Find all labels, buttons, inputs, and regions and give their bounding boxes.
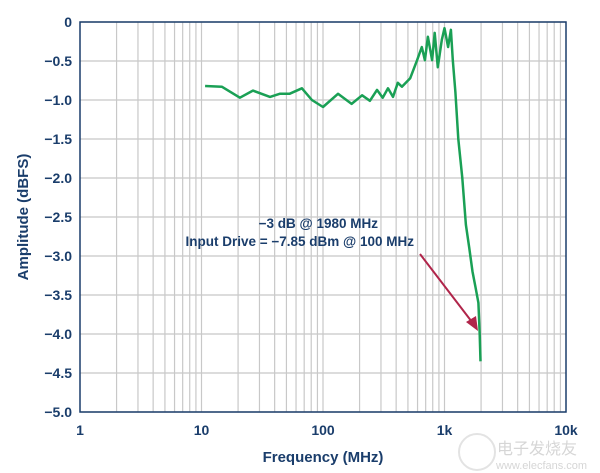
annotation-3db: −3 dB @ 1980 MHz xyxy=(259,216,379,231)
y-tick-label: −3.0 xyxy=(44,248,72,264)
y-tick-label: −4.5 xyxy=(44,365,72,381)
y-tick-label: −0.5 xyxy=(44,53,72,69)
x-tick-label: 1 xyxy=(76,422,84,438)
plot-frame xyxy=(79,21,567,413)
y-tick-label: −2.5 xyxy=(44,209,72,225)
annotation-arrowhead xyxy=(466,316,478,331)
x-tick-label: 100 xyxy=(311,422,335,438)
x-tick-label: 10 xyxy=(194,422,210,438)
x-axis-label: Frequency (MHz) xyxy=(263,449,384,466)
x-tick-label: 10k xyxy=(554,422,578,438)
y-tick-label: −2.0 xyxy=(44,170,72,186)
y-tick-label: −1.0 xyxy=(44,92,72,108)
y-tick-label: −3.5 xyxy=(44,287,72,303)
y-tick-label: 0 xyxy=(64,14,72,30)
x-tick-label: 1k xyxy=(437,422,453,438)
watermark-cn: 电子发烧友 xyxy=(497,440,577,458)
y-tick-label: −4.0 xyxy=(44,326,72,342)
y-tick-label: −5.0 xyxy=(44,404,72,420)
annotation-arrow xyxy=(419,253,473,323)
y-axis-label: Amplitude (dBFS) xyxy=(15,154,32,281)
watermark: 电子发烧友 www.elecfans.com xyxy=(458,433,587,472)
y-tick-label: −1.5 xyxy=(44,131,72,147)
watermark-url: www.elecfans.com xyxy=(495,460,587,472)
annotation-input-drive: Input Drive = −7.85 dBm @ 100 MHz xyxy=(186,234,415,249)
